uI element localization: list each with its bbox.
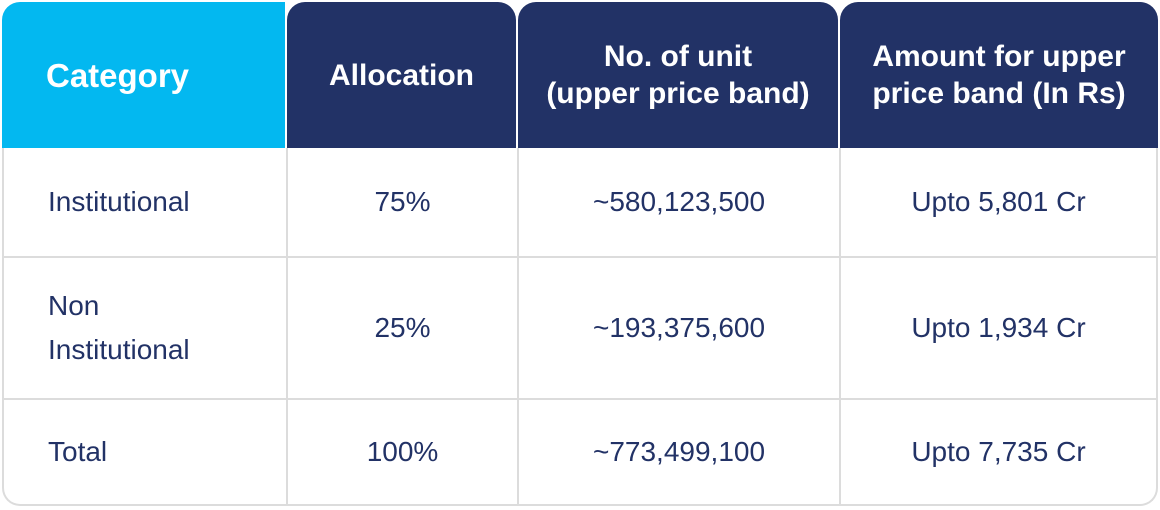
row-category: Institutional (4, 148, 286, 256)
row-category-line1: Institutional (48, 186, 190, 217)
row-units: ~193,375,600 (592, 312, 766, 343)
header-units-line1: No. of unit (603, 40, 753, 73)
row-amount: Upto 5,801 Cr (911, 186, 1086, 217)
column-divider (517, 148, 519, 504)
table-row: Institutional 75% ~580,123,500 Upto 5,80… (4, 148, 1156, 256)
table-row: Total 100% ~773,499,100 Upto 7,735 Cr (4, 398, 1156, 504)
header-category-label: Category (46, 56, 190, 94)
header-amount-line1: Amount for upper (872, 40, 1126, 73)
row-allocation: 75% (374, 186, 431, 217)
row-units: ~773,499,100 (592, 436, 766, 467)
header-amount: Amount for upper price band (In Rs) (840, 2, 1158, 148)
header-allocation-label: Allocation (328, 58, 474, 92)
row-allocation: 100% (366, 436, 439, 467)
header-units: No. of unit (upper price band) (518, 2, 838, 148)
column-divider (286, 148, 288, 504)
row-category-line1: Non (48, 290, 100, 321)
table-row: Non Institutional 25% ~193,375,600 Upto … (4, 256, 1156, 398)
row-category: Total (4, 400, 286, 504)
row-category: Non Institutional (4, 258, 286, 398)
header-units-line2: (upper price band) (546, 77, 810, 110)
header-amount-line2: price band (In Rs) (872, 77, 1126, 110)
row-category-line1: Total (48, 436, 108, 467)
header-allocation: Allocation (287, 2, 516, 148)
header-amount-label: Amount for upper price band (In Rs) (872, 38, 1125, 112)
row-category-line2: Institutional (48, 334, 190, 365)
column-divider (839, 148, 841, 504)
header-category: Category (2, 2, 285, 148)
row-amount: Upto 1,934 Cr (911, 312, 1086, 343)
row-amount: Upto 7,735 Cr (911, 436, 1086, 467)
table-body: Institutional 75% ~580,123,500 Upto 5,80… (2, 148, 1158, 506)
row-units: ~580,123,500 (592, 186, 766, 217)
header-units-label: No. of unit (upper price band) (546, 38, 809, 112)
row-allocation: 25% (374, 312, 431, 343)
